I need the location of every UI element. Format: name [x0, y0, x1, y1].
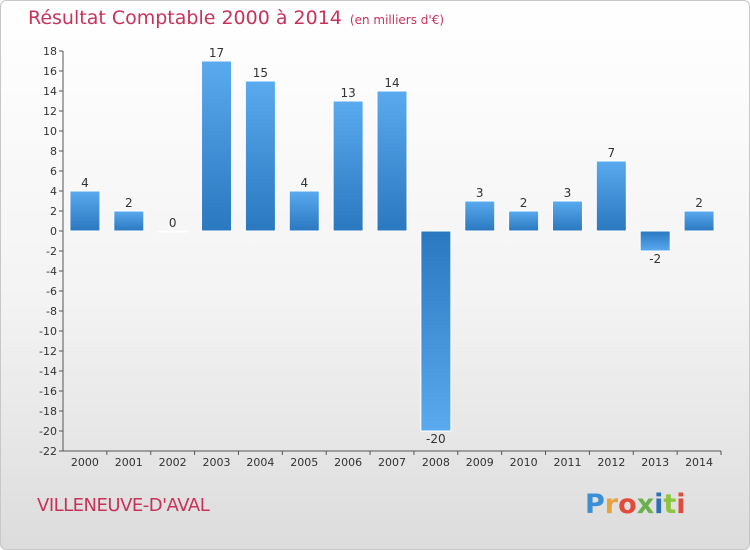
bar	[113, 210, 145, 232]
data-label: 3	[564, 186, 572, 200]
bar	[332, 100, 364, 232]
chart-subtitle: (en milliers d'€)	[349, 13, 445, 27]
y-tick-label: -10	[39, 325, 57, 338]
bar	[69, 190, 101, 232]
y-tick-label: 18	[43, 45, 57, 58]
x-tick-label: 2002	[159, 456, 187, 469]
y-tick-label: 0	[50, 225, 57, 238]
y-tick-label: -14	[39, 365, 57, 378]
y-tick-label: -2	[46, 245, 57, 258]
data-label: 0	[169, 216, 177, 230]
logo-letter: i	[654, 489, 664, 520]
y-tick-label: 10	[43, 125, 57, 138]
city-name: VILLENEUVE-D'AVAL	[37, 495, 210, 516]
bar	[244, 80, 276, 232]
x-tick-label: 2011	[553, 456, 581, 469]
logo-letter: P	[585, 489, 605, 520]
data-label: 2	[520, 196, 528, 210]
data-label: 4	[81, 176, 89, 190]
y-tick-label: 14	[43, 85, 57, 98]
bar	[508, 210, 540, 232]
bar	[551, 200, 583, 232]
title-text: Résultat Comptable 2000 à 2014	[28, 7, 342, 29]
x-tick-label: 2005	[290, 456, 318, 469]
y-tick-label: -16	[39, 385, 57, 398]
y-tick-label: 12	[43, 105, 57, 118]
x-tick-label: 2009	[466, 456, 494, 469]
y-tick-label: 6	[50, 165, 57, 178]
data-label: 17	[209, 46, 224, 60]
y-tick-label: 16	[43, 65, 57, 78]
logo-letter: x	[636, 489, 655, 520]
x-tick-label: 2012	[597, 456, 625, 469]
x-tick-label: 2014	[685, 456, 713, 469]
x-tick-label: 2004	[246, 456, 274, 469]
logo-letter: o	[618, 489, 637, 520]
y-tick-label: -20	[39, 425, 57, 438]
bar	[639, 230, 671, 252]
x-tick-label: 2003	[203, 456, 231, 469]
logo-letter: t	[663, 489, 677, 520]
x-tick-label: 2008	[422, 456, 450, 469]
y-tick-label: -18	[39, 405, 57, 418]
bar	[595, 160, 627, 232]
data-label: 3	[476, 186, 484, 200]
y-tick-label: 4	[50, 185, 57, 198]
y-tick-label: -12	[39, 345, 57, 358]
data-label: -2	[649, 252, 661, 266]
chart-title: Résultat Comptable 2000 à 2014 (en millie…	[28, 7, 444, 29]
data-label: 4	[300, 176, 308, 190]
bar	[201, 60, 233, 232]
data-label: 15	[253, 66, 268, 80]
x-tick-label: 2006	[334, 456, 362, 469]
bar	[157, 230, 189, 233]
data-label: 14	[384, 76, 399, 90]
x-tick-label: 2001	[115, 456, 143, 469]
data-label: 2	[695, 196, 703, 210]
logo-letter: i	[676, 489, 686, 520]
bar	[683, 210, 715, 232]
x-tick-label: 2013	[641, 456, 669, 469]
bar	[420, 230, 452, 432]
y-tick-label: 2	[50, 205, 57, 218]
x-tick-label: 2007	[378, 456, 406, 469]
bar	[288, 190, 320, 232]
bar	[464, 200, 496, 232]
data-label: 7	[608, 146, 616, 160]
x-tick-label: 2000	[71, 456, 99, 469]
y-tick-label: 8	[50, 145, 57, 158]
y-tick-label: -4	[46, 265, 57, 278]
y-tick-label: -22	[39, 445, 57, 458]
proxiti-logo: Proxiti	[585, 489, 686, 520]
y-tick-label: -6	[46, 285, 57, 298]
x-tick-label: 2010	[510, 456, 538, 469]
bar	[376, 90, 408, 232]
logo-letter: r	[604, 489, 619, 520]
data-label: 2	[125, 196, 133, 210]
data-label: -20	[426, 432, 446, 446]
y-tick-label: -8	[46, 305, 57, 318]
data-label: 13	[340, 86, 355, 100]
